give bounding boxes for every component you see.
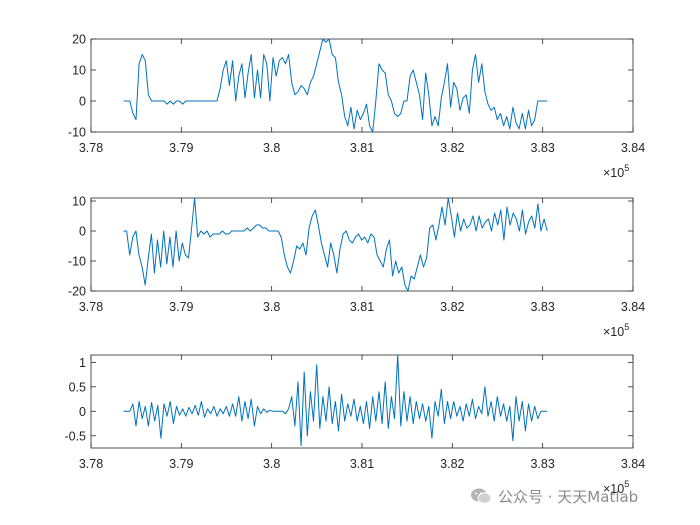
x-exponent-label: ×105 [603, 479, 629, 496]
y-tick-label: 10 [72, 64, 86, 78]
x-tick-label: 3.84 [621, 300, 645, 314]
y-tick-label: 0 [79, 405, 86, 419]
x-tick-label: 3.81 [350, 141, 374, 155]
x-tick-label: 3.8 [263, 141, 280, 155]
subplot-bottom: 3.78 3.79 3.8 3.81 3.82 3.83 3.84 -0.5 0 0.5 1 ×105 [64, 354, 645, 496]
x-tick-label: 3.81 [350, 457, 374, 471]
y-tick-label: 0 [79, 225, 86, 239]
x-tick-label: 3.8 [263, 457, 280, 471]
y-tick-label: 20 [72, 33, 86, 47]
x-tick-label: 3.83 [530, 300, 554, 314]
y-tick-label: 1 [79, 356, 86, 370]
y-tick-label: -0.5 [64, 429, 86, 443]
x-exponent-label: ×105 [603, 322, 629, 339]
y-tick-label: -10 [68, 126, 86, 140]
y-tick-label: 10 [72, 195, 86, 209]
axes-frame [90, 197, 634, 292]
x-tick-label: 3.84 [621, 457, 645, 471]
x-tick-label: 3.82 [440, 457, 464, 471]
axes-frame [90, 38, 634, 133]
x-tick-label: 3.84 [621, 141, 645, 155]
x-tick-label: 3.82 [440, 141, 464, 155]
x-tick-label: 3.79 [169, 300, 193, 314]
x-tick-label: 3.79 [169, 457, 193, 471]
x-tick-label: 3.78 [79, 141, 103, 155]
series-line [123, 354, 548, 447]
x-tick-label: 3.8 [263, 300, 280, 314]
x-tick-label: 3.81 [350, 300, 374, 314]
x-exponent-label: ×105 [603, 163, 629, 180]
y-tick-label: -20 [68, 285, 86, 299]
y-tick-label: 0.5 [69, 380, 86, 394]
x-tick-label: 3.83 [530, 141, 554, 155]
series-line [123, 197, 548, 292]
subplot-middle: 3.78 3.79 3.8 3.81 3.82 3.83 3.84 -20 -10 0 10 ×105 [68, 195, 645, 340]
x-tick-label: 3.78 [79, 457, 103, 471]
series-line [123, 38, 548, 133]
subplot-top: 3.78 3.79 3.8 3.81 3.82 3.83 3.84 -10 0 10 20 ×105 [68, 33, 645, 181]
wechat-logo-icon [471, 488, 492, 504]
watermark: 公众号 · 天天Matlab [470, 484, 638, 508]
y-tick-label: -10 [68, 255, 86, 269]
x-tick-label: 3.78 [79, 300, 103, 314]
x-tick-label: 3.79 [169, 141, 193, 155]
watermark-text: 公众号 · 天天Matlab [498, 487, 639, 506]
axes-frame [90, 354, 634, 449]
y-tick-label: 0 [79, 95, 86, 109]
x-tick-label: 3.83 [530, 457, 554, 471]
x-tick-label: 3.82 [440, 300, 464, 314]
